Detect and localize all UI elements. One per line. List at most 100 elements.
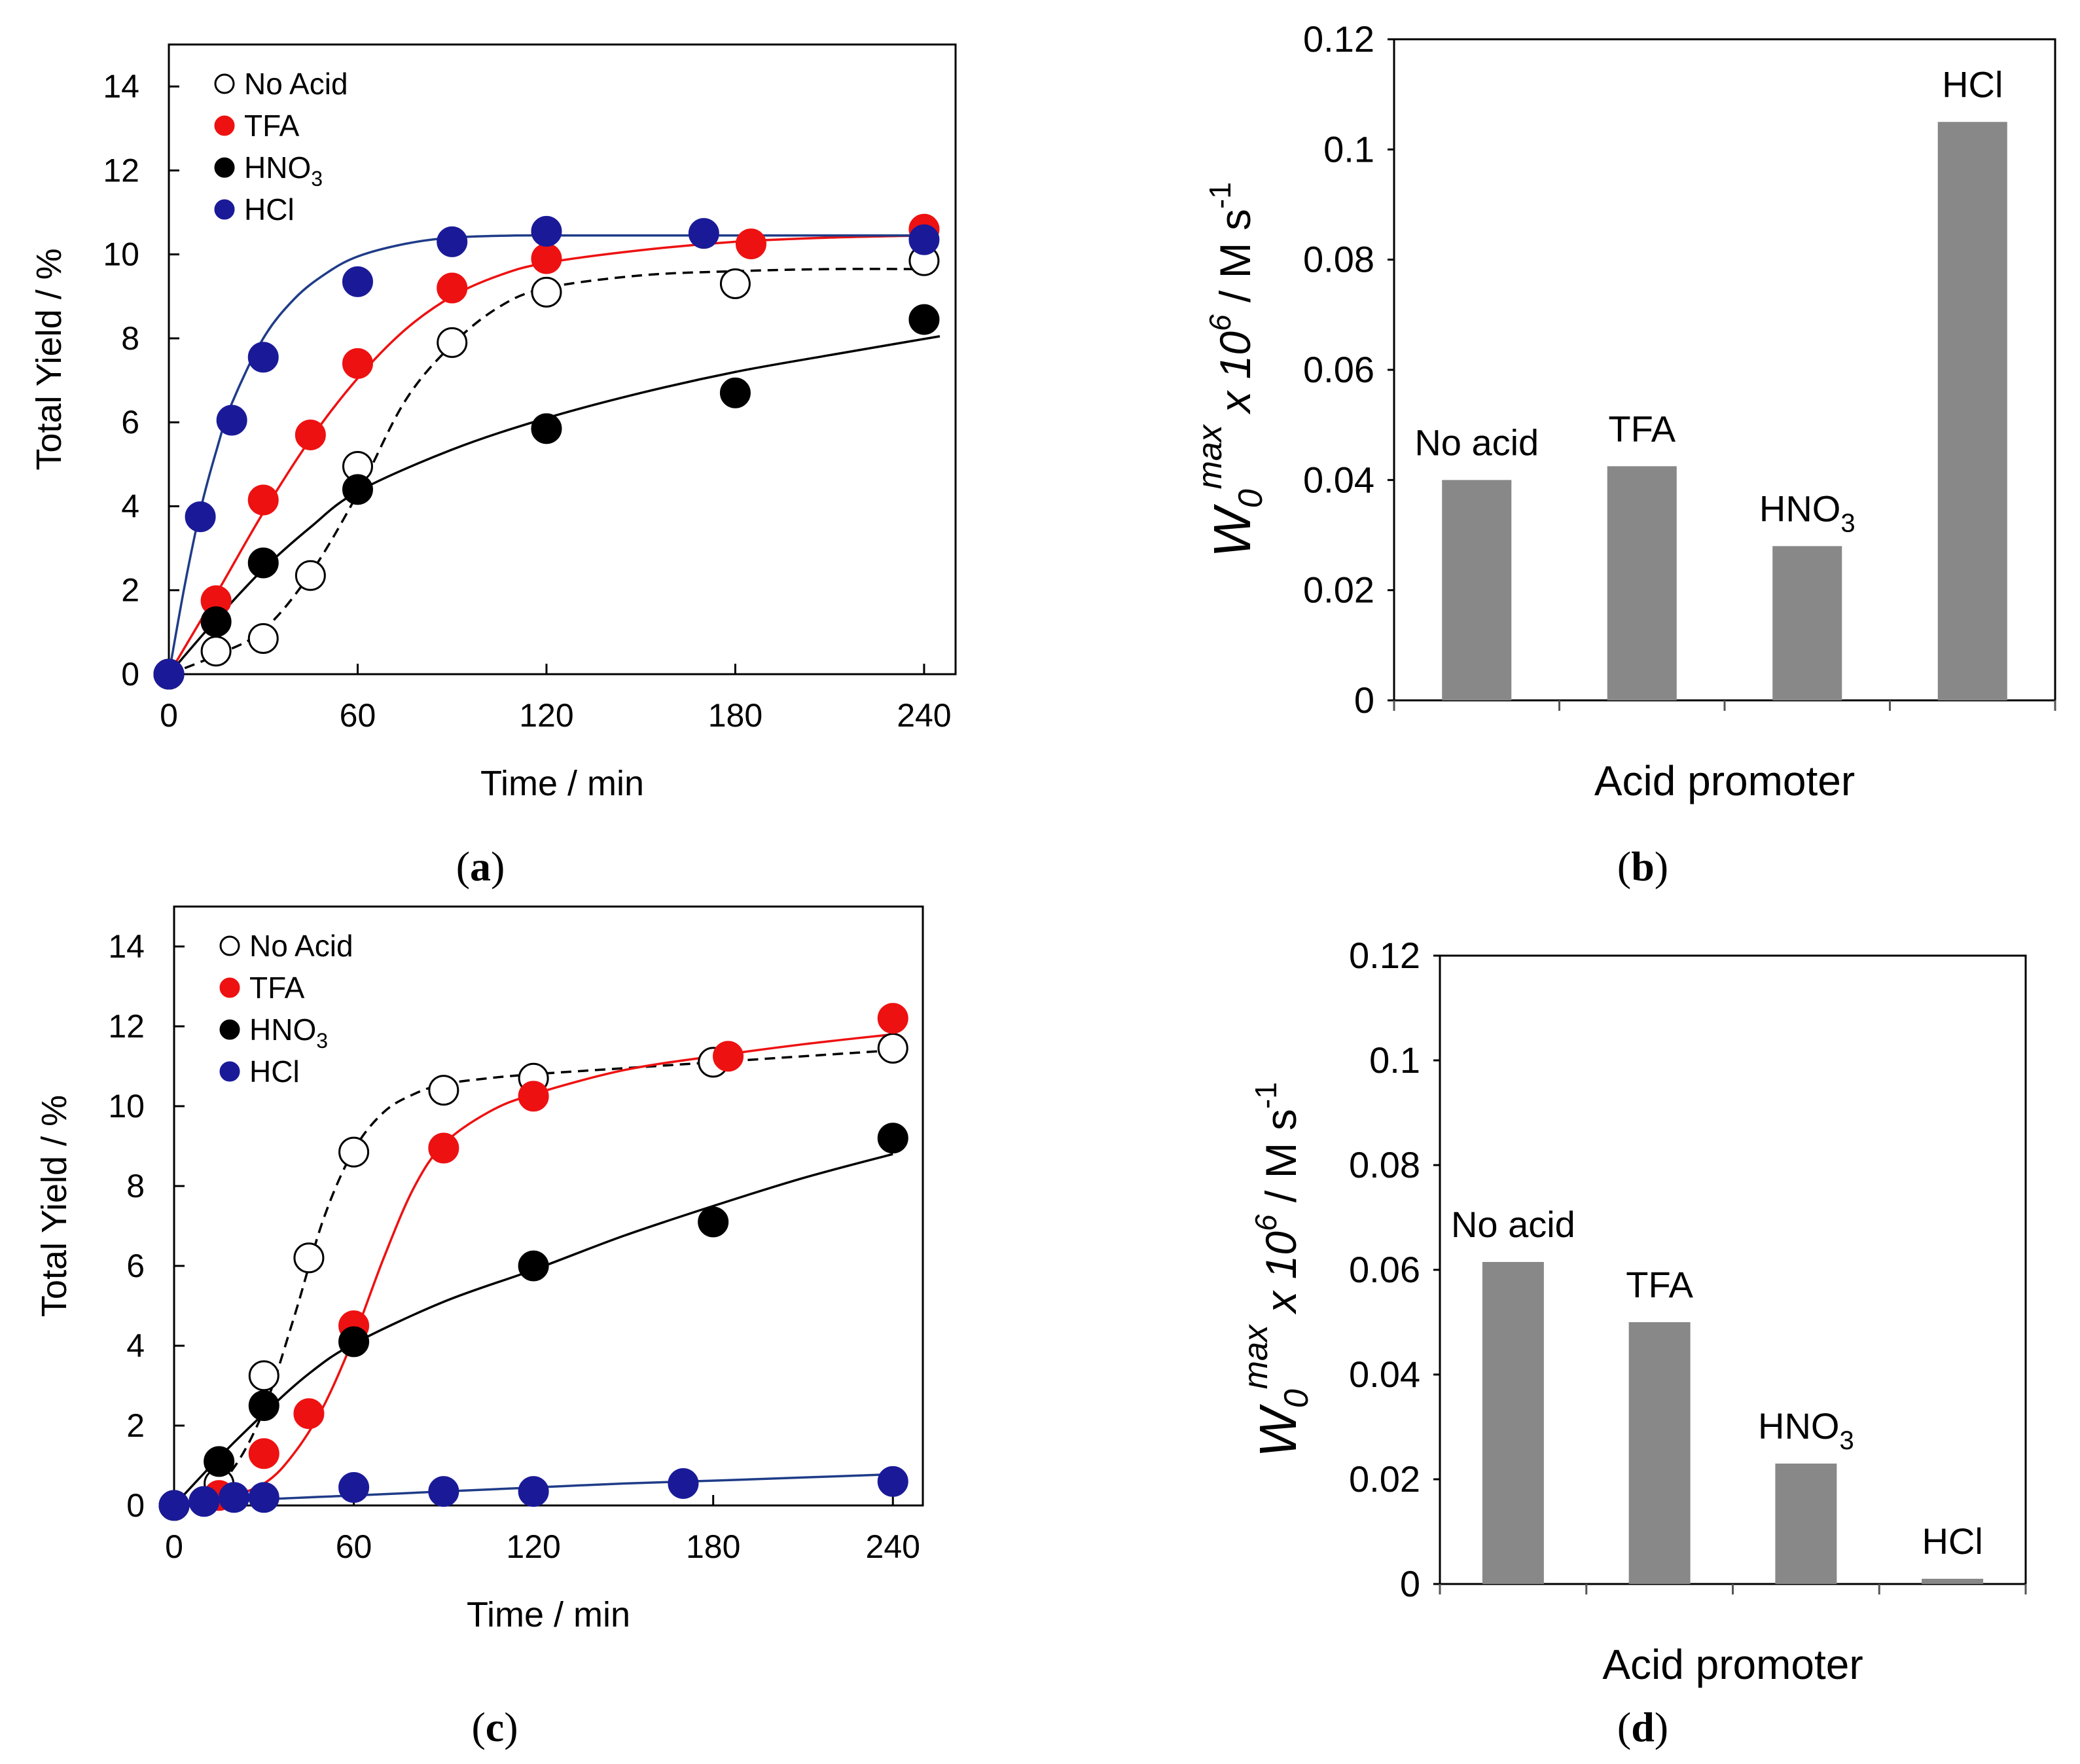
panel-caption: (b) (1617, 843, 1668, 890)
x-axis-label: Acid promoter (1602, 1641, 1863, 1688)
x-axis-label: Time / min (480, 764, 644, 803)
y-tick-label: 2 (121, 572, 139, 609)
legend-marker (214, 199, 235, 220)
panel-caption: (c) (471, 1704, 518, 1750)
bar-tfa (1628, 1322, 1691, 1584)
y-axis-label: W0max x 106 / M s-1 (1191, 182, 1270, 558)
data-point-hcl (437, 226, 468, 257)
data-point-hno3 (248, 1390, 279, 1421)
y-tick-label: 0.1 (1323, 128, 1374, 170)
y-tick-label: 0 (1354, 679, 1374, 721)
data-point-tfa (248, 1438, 279, 1469)
bar-label: TFA (1608, 408, 1676, 449)
legend-marker (219, 977, 240, 998)
y-tick-label: 0.06 (1303, 349, 1374, 390)
data-point-hno3 (719, 377, 751, 408)
x-tick-label: 120 (506, 1528, 560, 1565)
y-tick-label: 0.12 (1303, 18, 1374, 60)
bar-no-acid (1442, 480, 1512, 700)
data-point-hcl (188, 1486, 220, 1517)
y-tick-label: 0 (126, 1487, 145, 1524)
data-point-tfa (531, 243, 562, 274)
data-point-tfa (713, 1041, 744, 1072)
bar-label: No acid (1451, 1204, 1575, 1245)
panel-caption: (a) (456, 843, 505, 890)
bar-hno3 (1772, 546, 1842, 700)
data-point-no-acid (428, 1075, 459, 1106)
data-point-tfa (437, 272, 468, 304)
data-point-hcl (518, 1476, 549, 1507)
data-point-hcl (216, 405, 247, 436)
bar-hcl (1922, 1579, 1984, 1584)
data-point-hno3 (338, 1326, 370, 1358)
y-tick-label: 0.12 (1349, 935, 1420, 976)
data-point-tfa (293, 1398, 325, 1430)
data-point-hcl (908, 224, 940, 255)
fit-curve-hcl (168, 234, 924, 675)
x-tick-label: 240 (866, 1528, 920, 1565)
legend-marker (219, 1061, 240, 1082)
data-point-no-acid (877, 1033, 908, 1064)
data-point-no-acid (531, 276, 562, 308)
panel-a: 0 2 4 6 8 10 12 14 0 60 120 180 240 Time / min Total Y… (29, 43, 957, 890)
y-tick-label: 14 (103, 68, 139, 105)
data-point-hcl (428, 1476, 459, 1507)
legend-label: No Acid (249, 929, 353, 963)
data-point-hno3 (531, 413, 562, 444)
y-tick-label: 0.02 (1303, 569, 1374, 611)
y-tick-label: 4 (121, 488, 139, 524)
legend-label: TFA (249, 971, 305, 1005)
panel-caption: (d) (1617, 1704, 1668, 1750)
data-point-hno3 (877, 1123, 908, 1154)
fit-curve-no-acid (168, 268, 924, 675)
y-tick-label: 14 (108, 928, 145, 965)
data-point-tfa (518, 1081, 549, 1112)
panel-b: 0 0.02 0.04 0.06 0.08 0.1 0.12 No acid TFA HNO3 HC… (1191, 18, 2056, 890)
legend-label: HCl (244, 192, 295, 226)
y-tick-label: 8 (121, 320, 139, 357)
bar-label: HNO3 (1758, 1405, 1854, 1455)
data-point-no-acid (719, 268, 751, 300)
y-tick-label: 6 (121, 404, 139, 441)
data-point-hcl (219, 1482, 250, 1513)
bar-hcl (1937, 122, 2007, 700)
data-point-tfa (877, 1003, 908, 1034)
y-tick-label: 0 (1400, 1563, 1420, 1604)
data-point-tfa (342, 348, 373, 379)
legend-marker (214, 115, 235, 136)
x-tick-label: 60 (336, 1528, 372, 1565)
legend-marker (214, 73, 235, 94)
x-tick-label: 180 (708, 697, 762, 734)
bar-hno3 (1775, 1464, 1837, 1584)
x-tick-label: 180 (686, 1528, 740, 1565)
y-tick-label: 0.04 (1303, 459, 1374, 500)
y-tick-label: 0.06 (1349, 1249, 1420, 1290)
data-point-hcl (531, 215, 562, 247)
y-tick-label: 0.02 (1349, 1458, 1420, 1500)
data-point-no-acid (200, 636, 232, 667)
panel-c: 0 2 4 6 8 10 12 14 0 60 120 180 240 Time / min Total Y… (35, 905, 924, 1750)
data-point-hcl (185, 501, 216, 532)
y-tick-label: 0.1 (1369, 1039, 1420, 1081)
bar-label: HNO3 (1759, 488, 1856, 537)
y-tick-label: 0.08 (1349, 1144, 1420, 1185)
legend-label: No Acid (244, 67, 348, 101)
plot-frame (173, 905, 924, 1507)
data-point-tfa (735, 228, 766, 260)
y-tick-label: 10 (108, 1088, 145, 1125)
data-point-hcl (338, 1472, 370, 1503)
data-point-hcl (688, 218, 719, 249)
y-tick-label: 2 (126, 1407, 145, 1444)
data-point-no-acid (293, 1242, 325, 1274)
y-tick-label: 10 (103, 236, 139, 273)
data-point-hcl (877, 1466, 908, 1497)
data-point-no-acid (247, 622, 279, 654)
y-axis-label: Total Yield / % (29, 248, 69, 470)
data-point-hcl (247, 342, 279, 373)
panel-d: 0 0.02 0.04 0.06 0.08 0.1 0.12 No acid TFA HNO3 HC… (1237, 935, 2027, 1750)
x-tick-label: 0 (165, 1528, 183, 1565)
legend-marker (219, 935, 240, 956)
x-axis-label: Time / min (467, 1595, 630, 1634)
y-axis-label: W0max x 106 / M s-1 (1237, 1082, 1316, 1458)
